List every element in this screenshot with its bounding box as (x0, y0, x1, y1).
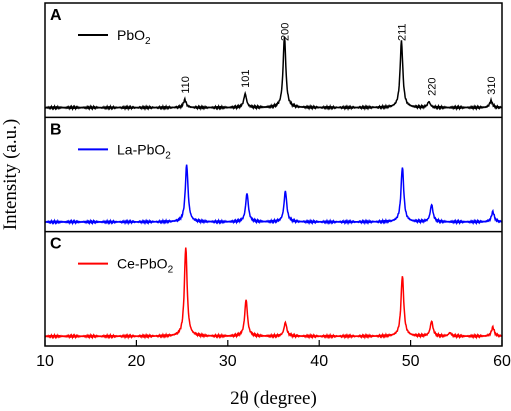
x-axis-label: 2θ (degree) (230, 388, 317, 409)
x-tick-label: 40 (310, 353, 328, 370)
peak-annotation: 211 (396, 23, 408, 41)
panel-letter: B (50, 121, 62, 138)
plot-frame (44, 2, 503, 347)
panel-a: A PbO2 110 101 200 211 220 310 (44, 7, 503, 112)
series-line-c (44, 247, 503, 340)
legend-label: Ce-PbO2 (117, 256, 174, 276)
panel-letter: A (50, 7, 62, 24)
series-line-a (44, 36, 503, 112)
peak-annotation: 220 (427, 78, 439, 96)
x-axis-ticks: 10 20 30 40 50 60 (36, 340, 511, 370)
x-tick-label: 10 (36, 353, 54, 370)
panel-letter: C (50, 236, 62, 253)
peak-annotation: 110 (180, 76, 192, 94)
peak-annotation: 310 (486, 76, 498, 94)
legend-label: La-PbO2 (117, 141, 171, 161)
y-axis-label: Intensity (a.u.) (0, 119, 21, 230)
series-line-b (44, 164, 503, 226)
x-tick-label: 60 (493, 353, 511, 370)
x-tick-label: 30 (219, 353, 237, 370)
peak-annotation: 200 (279, 23, 291, 41)
peak-annotation: 101 (240, 70, 252, 88)
chart-panels: A PbO2 110 101 200 211 220 310 B La-PbO2 C Ce-PbO2 (44, 7, 503, 340)
legend-label: PbO2 (117, 27, 151, 47)
x-tick-label: 20 (128, 353, 146, 370)
x-tick-label: 50 (402, 353, 420, 370)
panel-b: B La-PbO2 (44, 121, 503, 226)
panel-c: C Ce-PbO2 (44, 236, 503, 340)
